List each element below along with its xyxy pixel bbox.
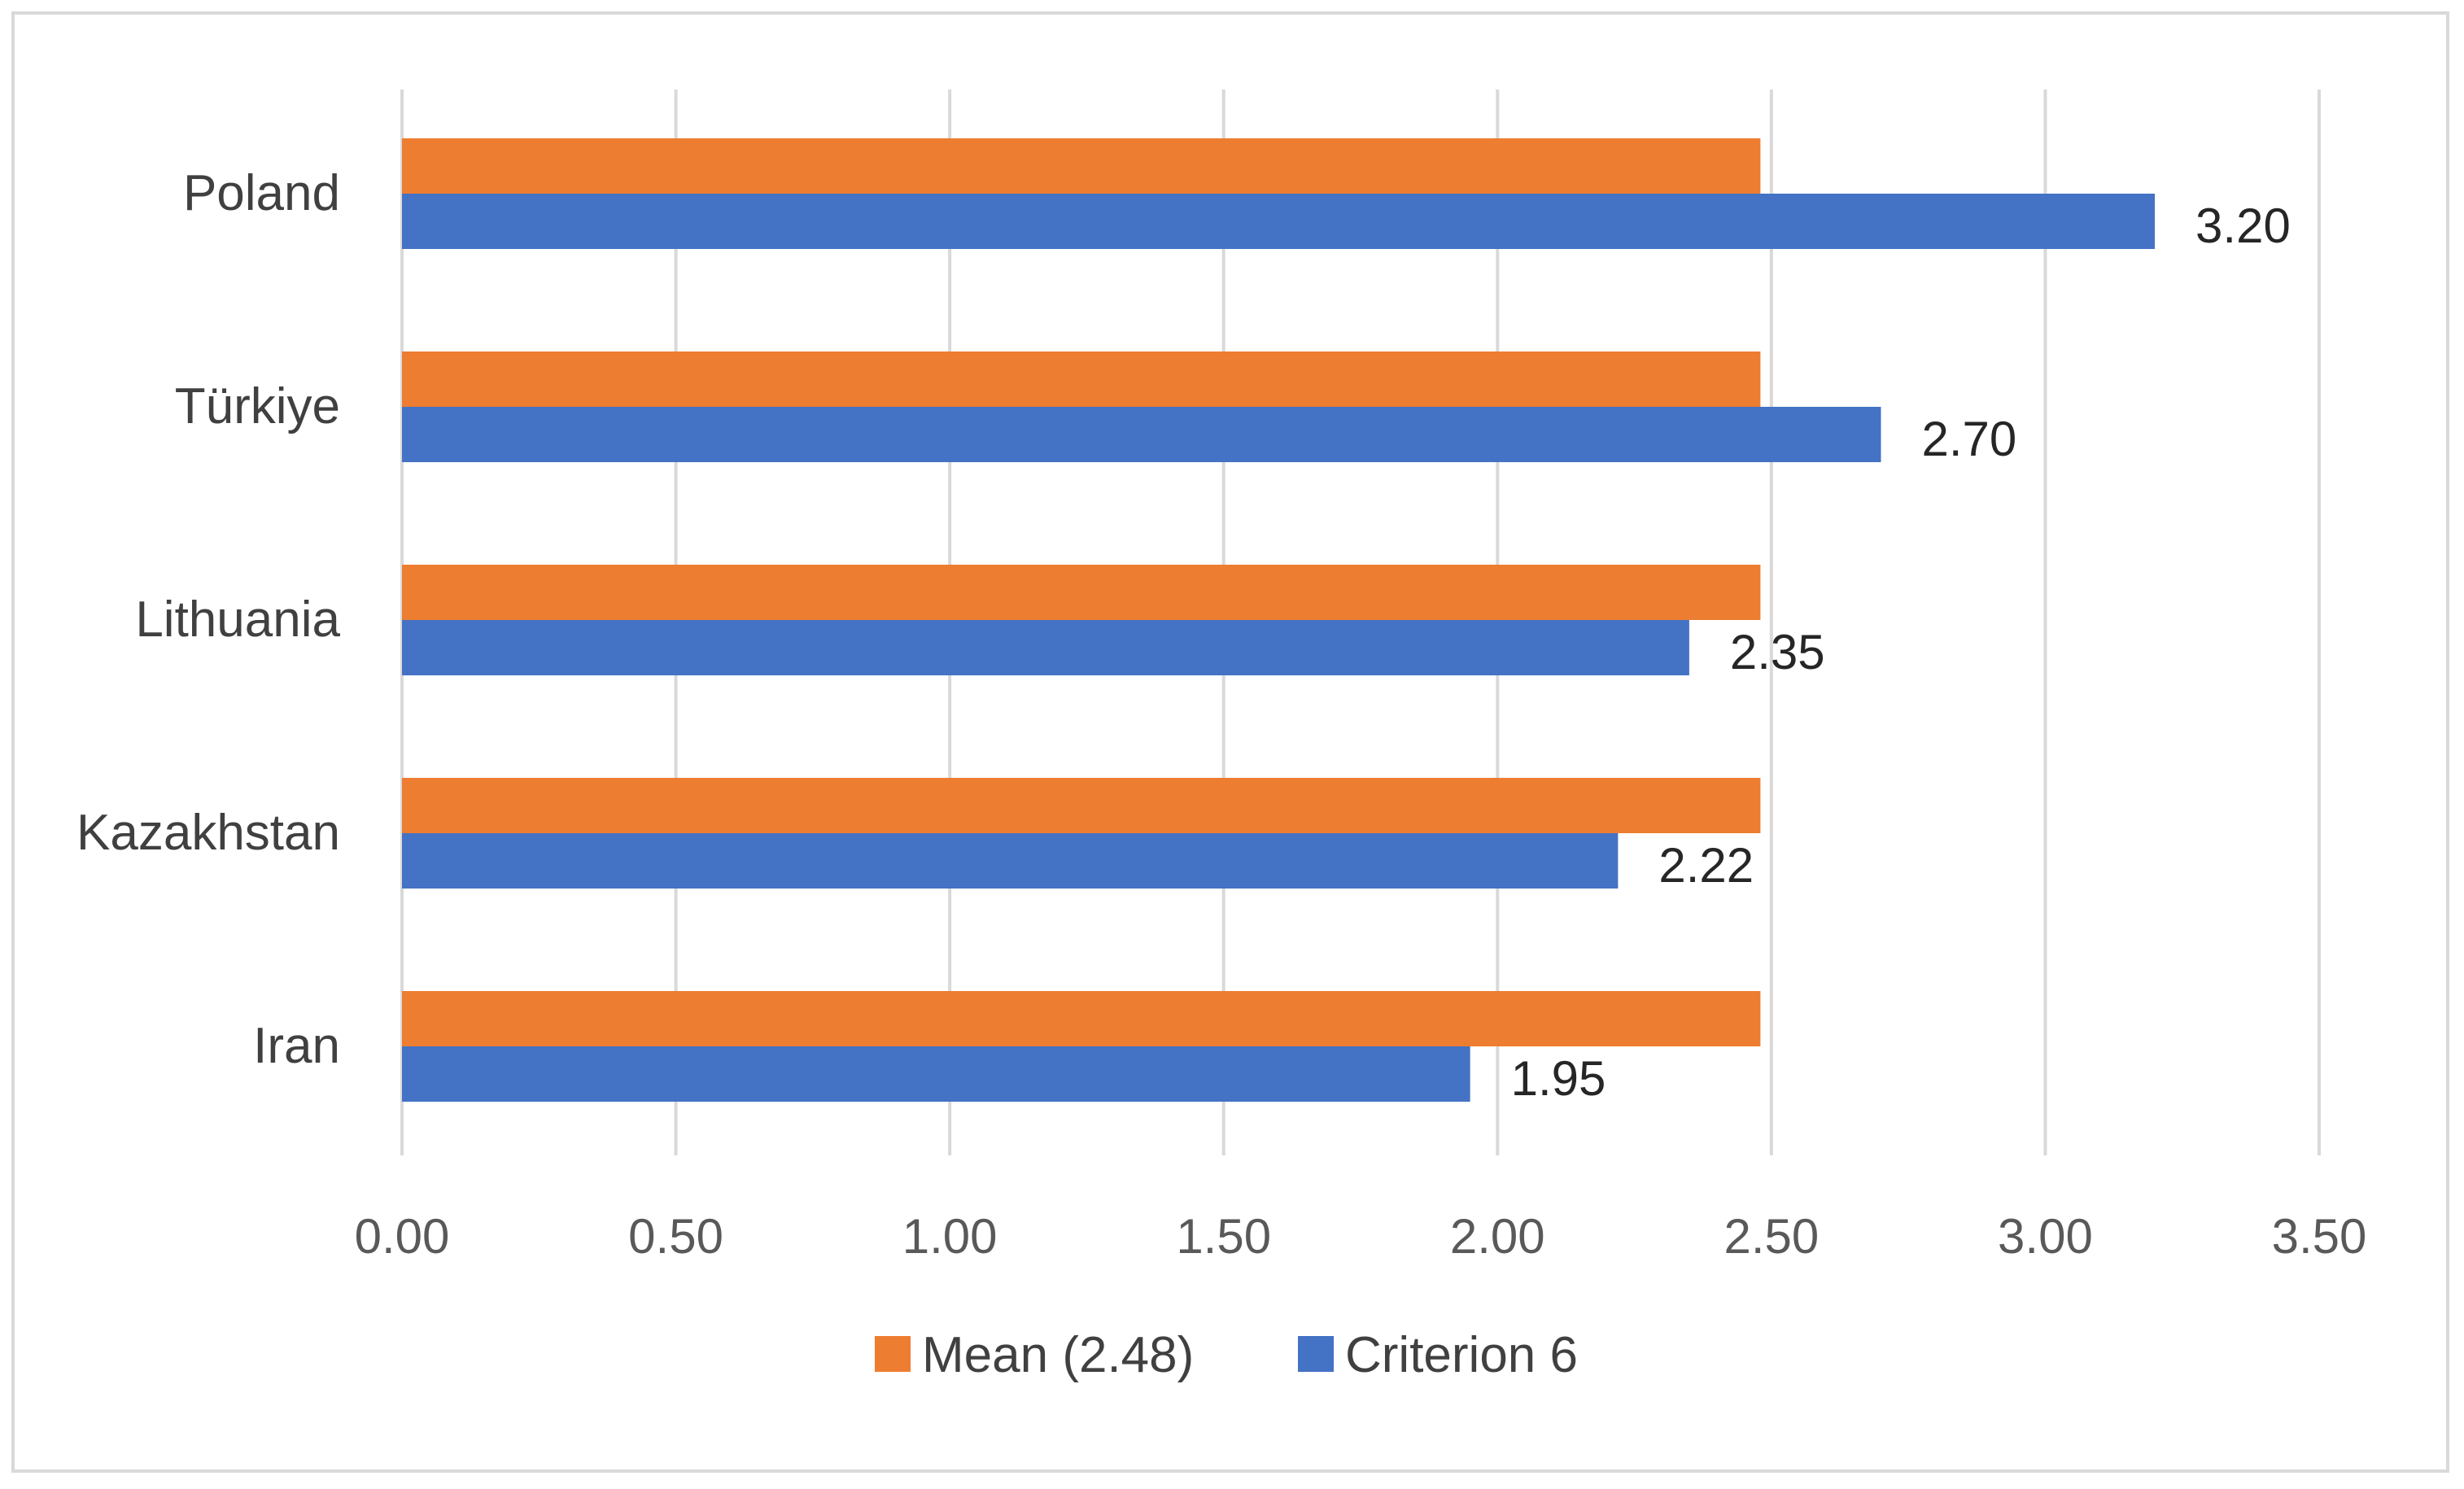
- bar-mean: [402, 991, 1761, 1046]
- bar-criterion-6: [402, 407, 1881, 462]
- bar-criterion-6: [402, 833, 1619, 889]
- x-tick-label: 0.00: [355, 1209, 450, 1264]
- data-label: 2.35: [1730, 625, 1825, 679]
- x-tick-label: 3.50: [2272, 1209, 2367, 1264]
- labels: 0.00 0.50 1.00 1.50 2.00 2.50 3.00 3.50 3.20 Pola…: [76, 165, 2366, 1264]
- x-tick-label: 3.00: [1998, 1209, 2093, 1264]
- bar-mean: [402, 138, 1761, 194]
- x-tick-label: 1.00: [902, 1209, 998, 1264]
- bar-criterion-6: [402, 1046, 1470, 1102]
- bar-mean: [402, 565, 1761, 620]
- category-label: Poland: [183, 165, 340, 221]
- x-tick-label: 0.50: [628, 1209, 723, 1264]
- x-tick-label: 2.00: [1450, 1209, 1545, 1264]
- x-tick-label: 2.50: [1723, 1209, 1819, 1264]
- legend: Mean (2.48) Criterion 6: [875, 1327, 1578, 1383]
- legend-swatch: [875, 1336, 911, 1372]
- category-label: Iran: [253, 1018, 340, 1074]
- category-label: Türkiye: [175, 378, 340, 434]
- data-label: 1.95: [1511, 1051, 1606, 1106]
- category-label: Lithuania: [135, 592, 340, 648]
- category-label: Kazakhstan: [76, 805, 340, 861]
- legend-swatch: [1298, 1336, 1334, 1372]
- chart-frame: [11, 11, 2449, 1473]
- bar-mean: [402, 778, 1761, 833]
- bar-criterion-6: [402, 194, 2156, 249]
- legend-label: Criterion 6: [1345, 1327, 1578, 1383]
- legend-label: Mean (2.48): [922, 1327, 1194, 1383]
- x-tick-label: 1.50: [1176, 1209, 1271, 1264]
- data-label: 2.70: [1921, 412, 2016, 466]
- bar-criterion-6: [402, 620, 1689, 675]
- data-label: 3.20: [2195, 199, 2291, 253]
- bars: [402, 138, 2156, 1102]
- data-label: 2.22: [1658, 838, 1754, 893]
- bar-mean: [402, 352, 1761, 407]
